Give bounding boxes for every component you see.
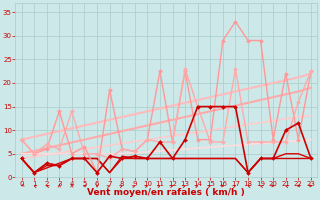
X-axis label: Vent moyen/en rafales ( km/h ): Vent moyen/en rafales ( km/h ) (87, 188, 245, 197)
